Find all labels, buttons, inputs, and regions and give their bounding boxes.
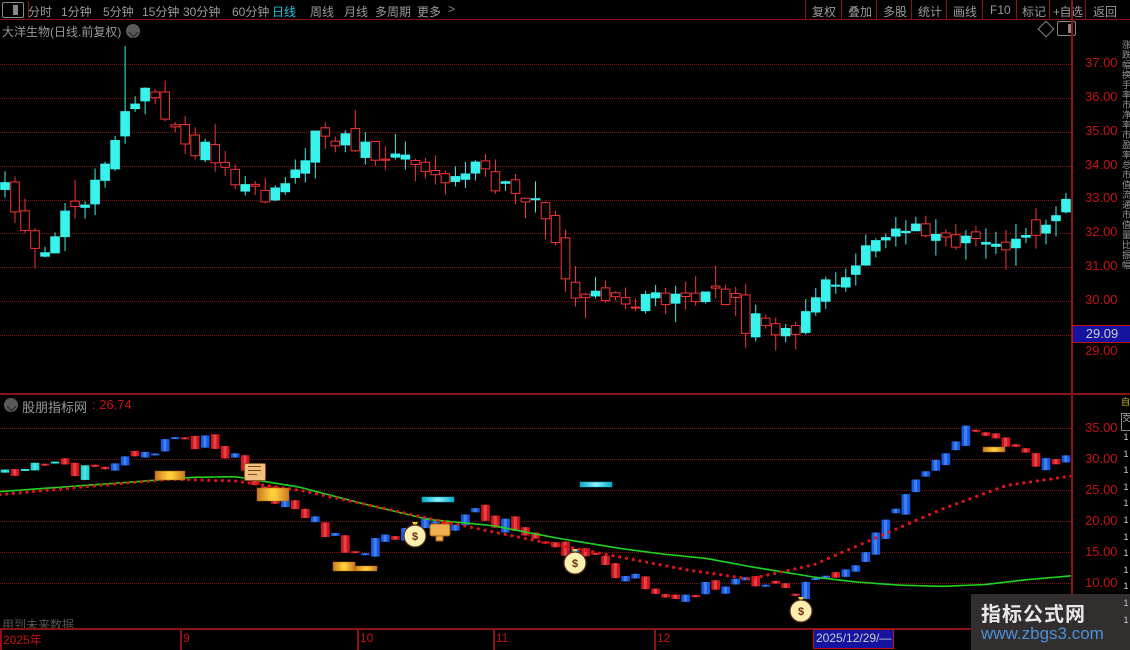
svg-text:$: $	[412, 531, 418, 543]
svg-text:$: $	[572, 558, 578, 570]
svg-text:$: $	[798, 606, 804, 618]
